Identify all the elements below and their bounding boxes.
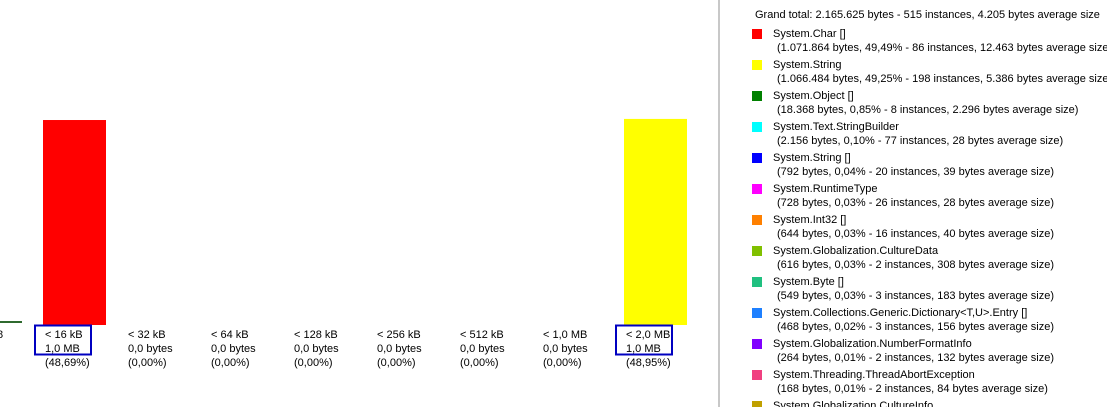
legend-swatch	[752, 215, 762, 225]
column-label[interactable]: < 512 kB	[460, 329, 504, 341]
column-label[interactable]: < 16 kB	[45, 329, 83, 341]
legend-name[interactable]: System.Globalization.CultureInfo	[773, 400, 933, 407]
column-percent: (0,00%)	[543, 357, 582, 369]
legend-name[interactable]: System.Int32 []	[773, 214, 846, 226]
legend-detail: (549 bytes, 0,03% - 3 instances, 183 byt…	[777, 290, 1054, 302]
legend-name[interactable]: System.Globalization.CultureData	[773, 245, 939, 257]
legend-name[interactable]: System.Globalization.NumberFormatInfo	[773, 338, 972, 350]
legend-name[interactable]: System.RuntimeType	[773, 183, 878, 195]
legend-swatch	[752, 277, 762, 287]
column-size: 0,0 bytes	[543, 343, 588, 355]
grand-total: Grand total: 2.165.625 bytes - 515 insta…	[755, 9, 1100, 21]
legend-detail: (468 bytes, 0,02% - 3 instances, 156 byt…	[777, 321, 1054, 333]
column-label[interactable]: < 1,0 MB	[543, 329, 587, 341]
column-size: 1,0 MB	[626, 343, 661, 355]
legend-detail: (18.368 bytes, 0,85% - 8 instances, 2.29…	[777, 104, 1078, 116]
column-size: 0,0 bytes	[377, 343, 422, 355]
legend-swatch	[752, 184, 762, 194]
column-label[interactable]: < 32 kB	[128, 329, 166, 341]
legend-detail: (264 bytes, 0,01% - 2 instances, 132 byt…	[777, 352, 1054, 364]
legend-name[interactable]: System.Char []	[773, 28, 846, 40]
column-label: )	[0, 357, 1, 369]
column-size: 1,0 MB	[45, 343, 80, 355]
legend-detail: (1.071.864 bytes, 49,49% - 86 instances,…	[777, 42, 1107, 54]
legend-name[interactable]: System.Object []	[773, 90, 854, 102]
legend-swatch	[752, 91, 762, 101]
legend-swatch	[752, 370, 762, 380]
legend-swatch	[752, 246, 762, 256]
legend-swatch	[752, 60, 762, 70]
legend-detail: (792 bytes, 0,04% - 20 instances, 39 byt…	[777, 166, 1054, 178]
legend-name[interactable]: System.Collections.Generic.Dictionary<T,…	[773, 307, 1027, 319]
legend-swatch	[752, 308, 762, 318]
legend-swatch	[752, 29, 762, 39]
column-size: 0,0 bytes	[460, 343, 505, 355]
legend-swatch	[752, 339, 762, 349]
legend-name[interactable]: System.String	[773, 59, 841, 71]
legend-detail: (2.156 bytes, 0,10% - 77 instances, 28 b…	[777, 135, 1063, 147]
selection-box	[615, 324, 673, 356]
legend-detail: (616 bytes, 0,03% - 2 instances, 308 byt…	[777, 259, 1054, 271]
legend-swatch	[752, 153, 762, 163]
column-percent: (0,00%)	[211, 357, 250, 369]
column-size: 0,0 bytes	[128, 343, 173, 355]
column-percent: (0,00%)	[294, 357, 333, 369]
legend-detail: (168 bytes, 0,01% - 2 instances, 84 byte…	[777, 383, 1048, 395]
column-percent: (48,95%)	[626, 357, 671, 369]
column-size: 0,0 bytes	[294, 343, 339, 355]
column-percent: (0,00%)	[128, 357, 167, 369]
column-label[interactable]: < 64 kB	[211, 329, 249, 341]
legend-swatch	[752, 401, 762, 407]
column-label: 8	[0, 329, 3, 341]
column-label[interactable]: < 128 kB	[294, 329, 338, 341]
legend-detail: (644 bytes, 0,03% - 16 instances, 40 byt…	[777, 228, 1054, 240]
legend-name[interactable]: System.Byte []	[773, 276, 844, 288]
legend-name[interactable]: System.Threading.ThreadAbortException	[773, 369, 975, 381]
legend-name[interactable]: System.String []	[773, 152, 851, 164]
bar	[624, 118, 687, 325]
selection-box	[34, 324, 92, 356]
tiny-bar	[0, 321, 22, 323]
bar	[43, 120, 106, 325]
splitter[interactable]	[718, 0, 720, 407]
column-percent: (0,00%)	[377, 357, 416, 369]
legend-swatch	[752, 122, 762, 132]
legend-detail: (728 bytes, 0,03% - 26 instances, 28 byt…	[777, 197, 1054, 209]
column-label[interactable]: < 2,0 MB	[626, 329, 670, 341]
legend-detail: (1.066.484 bytes, 49,25% - 198 instances…	[777, 73, 1107, 85]
column-size: 0,0 bytes	[211, 343, 256, 355]
column-label[interactable]: < 256 kB	[377, 329, 421, 341]
legend-name[interactable]: System.Text.StringBuilder	[773, 121, 899, 133]
column-percent: (48,69%)	[45, 357, 90, 369]
column-percent: (0,00%)	[460, 357, 499, 369]
